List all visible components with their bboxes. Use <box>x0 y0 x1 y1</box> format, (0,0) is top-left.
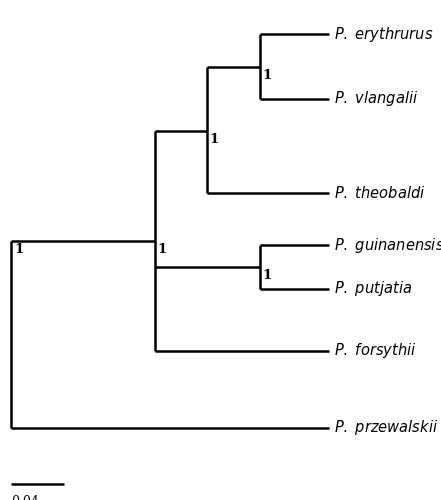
Text: $\bf{\it{P.}}$ $\bf{\it{erythrurus}}$: $\bf{\it{P.}}$ $\bf{\it{erythrurus}}$ <box>334 25 434 44</box>
Text: 1: 1 <box>14 243 23 256</box>
Text: $\bf{\it{P.}}$ $\bf{\it{guinanensis}}$: $\bf{\it{P.}}$ $\bf{\it{guinanensis}}$ <box>334 236 441 255</box>
Text: $\bf{\it{P.}}$ $\bf{\it{vlangalii}}$: $\bf{\it{P.}}$ $\bf{\it{vlangalii}}$ <box>334 89 419 108</box>
Text: 1: 1 <box>262 270 271 282</box>
Text: 1: 1 <box>157 243 167 256</box>
Text: $\bf{\it{P.}}$ $\bf{\it{forsythii}}$: $\bf{\it{P.}}$ $\bf{\it{forsythii}}$ <box>334 342 417 360</box>
Text: 0.04: 0.04 <box>11 496 39 500</box>
Text: $\bf{\it{P.}}$ $\bf{\it{putjatia}}$: $\bf{\it{P.}}$ $\bf{\it{putjatia}}$ <box>334 280 413 298</box>
Text: 1: 1 <box>209 133 219 146</box>
Text: 1: 1 <box>262 69 271 82</box>
Text: $\bf{\it{P.}}$ $\bf{\it{theobaldi}}$: $\bf{\it{P.}}$ $\bf{\it{theobaldi}}$ <box>334 184 426 200</box>
Text: $\bf{\it{P.}}$ $\bf{\it{przewalskii}}$: $\bf{\it{P.}}$ $\bf{\it{przewalskii}}$ <box>334 418 438 437</box>
